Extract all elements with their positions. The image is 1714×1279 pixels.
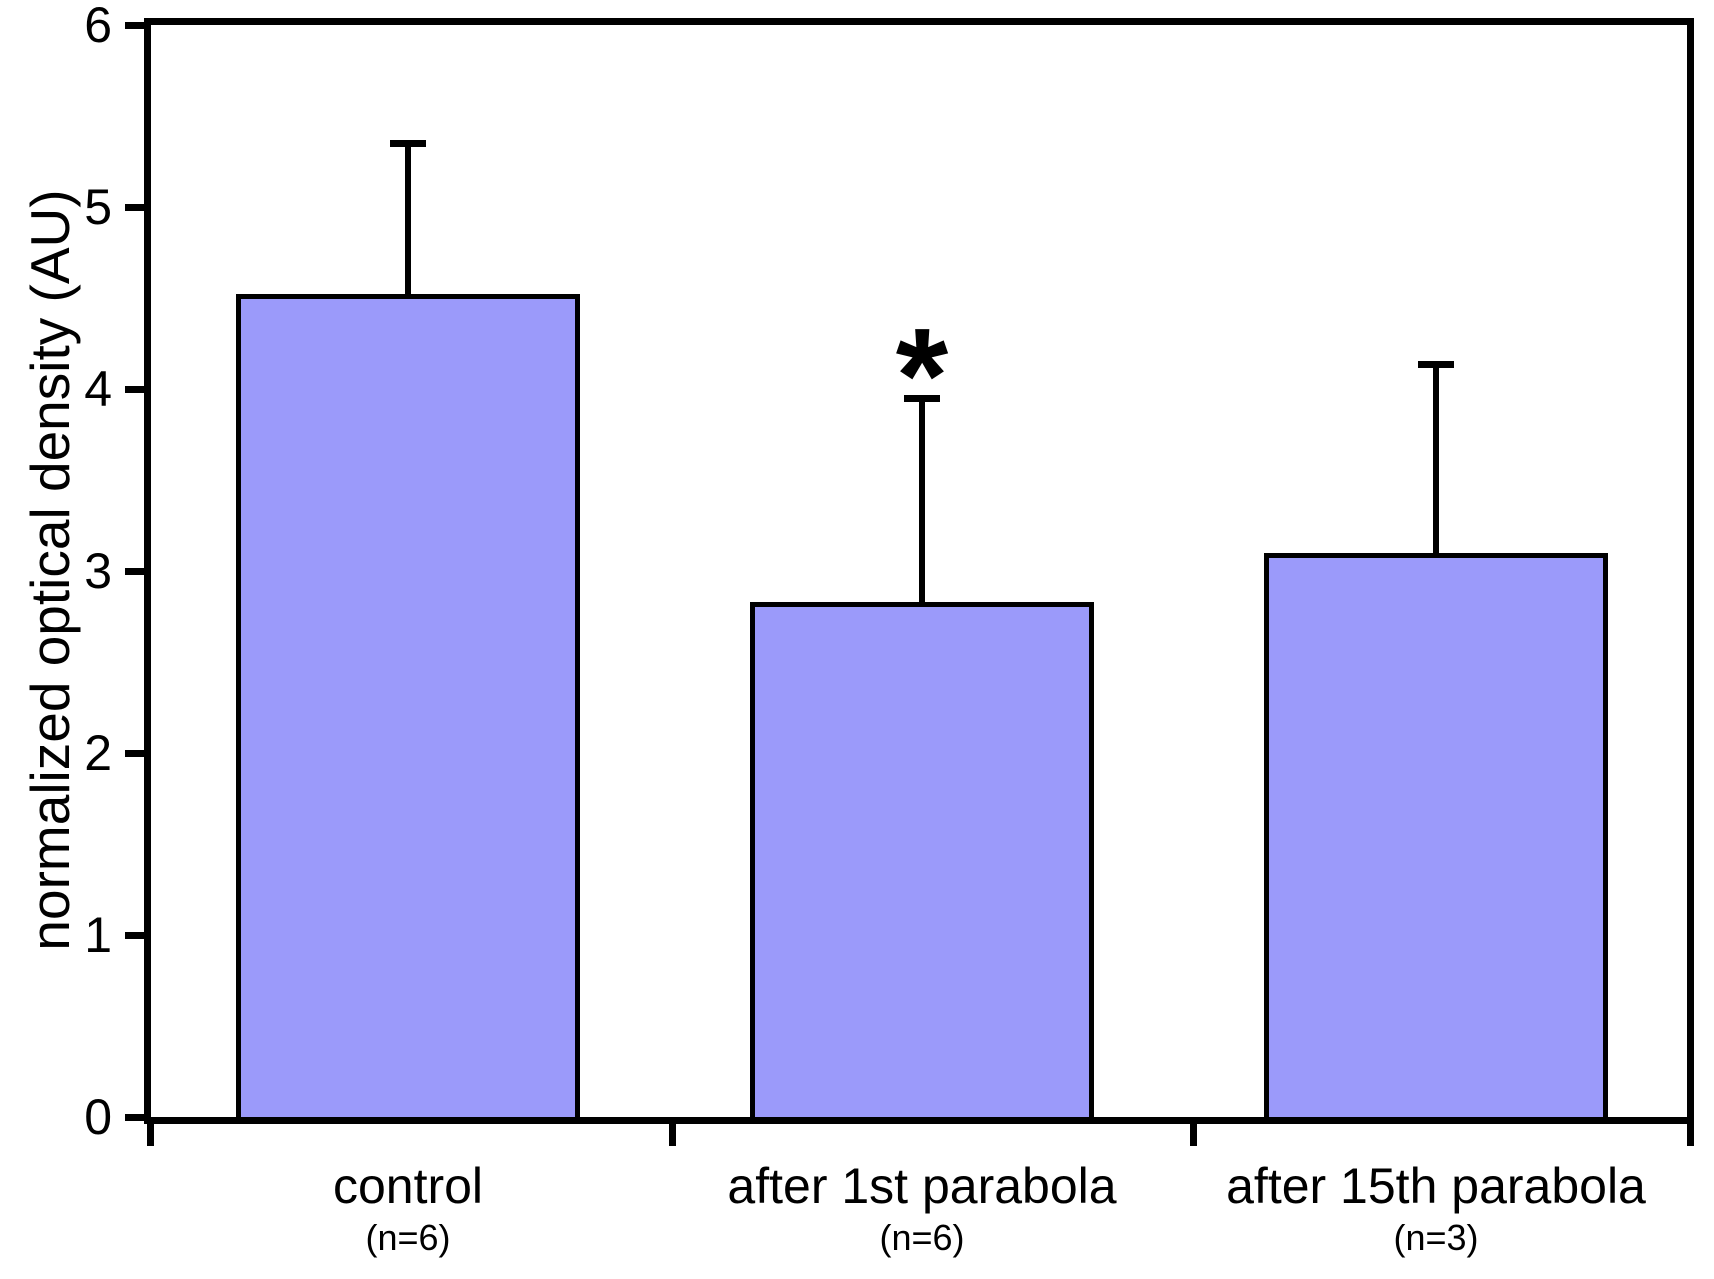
y-tick-label: 2 [84,725,112,781]
y-axis-tick [125,203,147,211]
y-axis-tick [125,567,147,575]
significance-asterisk: * [895,300,949,452]
category-label-after-1st-parabola: after 1st parabola [727,1158,1117,1214]
x-axis-tick [668,1124,676,1146]
error-bar-after-15th-parabola [1433,366,1439,555]
error-bar-cap-control [390,140,426,148]
y-axis-tick [125,931,147,939]
x-axis-tick [1687,1124,1694,1146]
error-bar-control [405,146,411,297]
category-label-after-15th-parabola: after 15th parabola [1226,1158,1646,1214]
sample-size-label-after-1st-parabola: (n=6) [879,1217,965,1258]
x-axis-tick [1189,1124,1197,1146]
error-bar-cap-after-15th-parabola [1418,360,1454,368]
y-tick-label: 1 [84,907,112,963]
y-axis-tick [125,21,147,29]
bar-after-15th-parabola [1264,552,1608,1122]
error-bar-after-1st-parabola [919,401,925,604]
y-tick-label: 5 [84,179,112,235]
error-bar-cap-after-1st-parabola [904,395,940,403]
y-axis-tick [125,749,147,757]
x-axis-tick [147,1124,154,1146]
y-axis-tick [125,1113,147,1121]
bar-after-1st-parabola [750,601,1094,1122]
category-label-control: control [332,1158,484,1214]
y-tick-label: 6 [84,0,112,53]
sample-size-label-control: (n=6) [365,1217,451,1258]
y-axis-tick [125,385,147,393]
y-tick-label: 0 [84,1089,112,1145]
y-tick-label: 4 [84,361,112,417]
bar-control [236,294,580,1122]
y-tick-label: 3 [84,543,112,599]
sample-size-label-after-15th-parabola: (n=3) [1393,1217,1479,1258]
